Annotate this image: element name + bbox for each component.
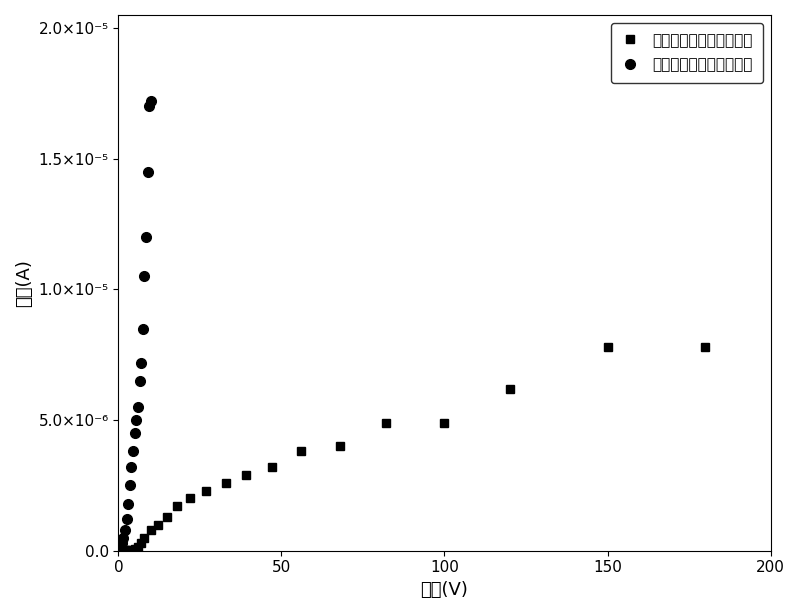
Line: 用本发明工艺制备的样品: 用本发明工艺制备的样品: [118, 343, 709, 554]
用本发明工艺制备的样品: [172, 503, 182, 510]
用本发明工艺制备的样品: [186, 495, 195, 502]
用本发明工艺制备的样品: [241, 472, 250, 479]
用本发明工艺制备的样品: [381, 419, 390, 426]
用本发明工艺制备的样品: [153, 521, 162, 528]
使用原有工艺制备的样品: [128, 448, 138, 455]
用本发明工艺制备的样品: [137, 539, 146, 546]
使用原有工艺制备的样品: [126, 464, 136, 471]
使用原有工艺制备的样品: [131, 416, 141, 424]
Line: 使用原有工艺制备的样品: 使用原有工艺制备的样品: [115, 96, 156, 551]
Y-axis label: 电流(A): 电流(A): [15, 259, 33, 307]
用本发明工艺制备的样品: [505, 385, 514, 392]
Legend: 用本发明工艺制备的样品, 使用原有工艺制备的样品: 用本发明工艺制备的样品, 使用原有工艺制备的样品: [610, 23, 763, 84]
用本发明工艺制备的样品: [602, 343, 612, 351]
使用原有工艺制备的样品: [120, 526, 130, 534]
用本发明工艺制备的样品: [222, 479, 231, 486]
使用原有工艺制备的样品: [146, 98, 156, 105]
使用原有工艺制备的样品: [133, 403, 142, 411]
用本发明工艺制备的样品: [133, 543, 142, 551]
用本发明工艺制备的样品: [701, 343, 710, 351]
使用原有工艺制备的样品: [117, 539, 126, 546]
用本发明工艺制备的样品: [146, 526, 156, 534]
使用原有工艺制备的样品: [123, 500, 133, 507]
使用原有工艺制备的样品: [125, 482, 134, 489]
用本发明工艺制备的样品: [335, 443, 345, 450]
用本发明工艺制备的样品: [123, 546, 133, 554]
用本发明工艺制备的样品: [440, 419, 450, 426]
使用原有工艺制备的样品: [118, 534, 128, 542]
用本发明工艺制备的样品: [267, 464, 277, 471]
用本发明工艺制备的样品: [120, 547, 130, 554]
使用原有工艺制备的样品: [137, 359, 146, 366]
使用原有工艺制备的样品: [140, 273, 150, 280]
使用原有工艺制备的样品: [145, 103, 154, 110]
使用原有工艺制备的样品: [142, 233, 151, 241]
使用原有工艺制备的样品: [122, 516, 131, 523]
使用原有工艺制备的样品: [143, 168, 153, 176]
用本发明工艺制备的样品: [162, 513, 172, 521]
用本发明工艺制备的样品: [130, 545, 139, 553]
X-axis label: 电压(V): 电压(V): [421, 581, 469, 599]
使用原有工艺制备的样品: [134, 377, 144, 384]
用本发明工艺制备的样品: [126, 546, 136, 553]
用本发明工艺制备的样品: [117, 547, 126, 554]
用本发明工艺制备的样品: [140, 534, 150, 542]
使用原有工艺制备的样品: [138, 325, 148, 332]
使用原有工艺制备的样品: [115, 543, 125, 551]
用本发明工艺制备的样品: [296, 448, 306, 455]
使用原有工艺制备的样品: [130, 429, 139, 437]
用本发明工艺制备的样品: [202, 487, 211, 494]
